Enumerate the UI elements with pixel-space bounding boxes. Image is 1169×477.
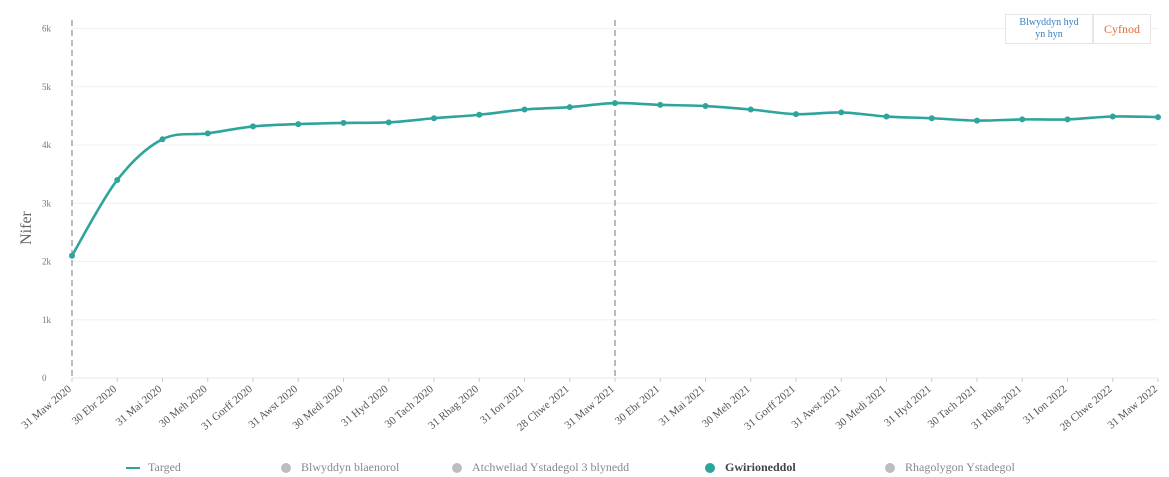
data-point bbox=[295, 121, 302, 128]
data-point bbox=[838, 109, 845, 116]
data-point bbox=[612, 100, 618, 107]
legend-line-icon bbox=[126, 466, 140, 469]
y-axis-title: Nifer bbox=[18, 210, 35, 244]
year-to-date-toggle[interactable]: Blwyddyn hyd yn hyn bbox=[1005, 14, 1093, 44]
x-tick-label: 30 Ebr 2021 bbox=[613, 383, 662, 427]
period-toggle[interactable]: Cyfnod bbox=[1093, 14, 1151, 44]
x-tick-label: 31 Maw 2022 bbox=[1105, 383, 1160, 431]
legend-dot-icon bbox=[705, 462, 715, 473]
data-point bbox=[657, 101, 664, 108]
legend-label: Gwirioneddol bbox=[725, 460, 796, 474]
data-point bbox=[250, 123, 256, 130]
x-tick-label: 30 Ebr 2020 bbox=[70, 383, 120, 427]
data-point bbox=[1019, 116, 1026, 123]
legend-dot-icon bbox=[452, 462, 462, 473]
y-tick-label: 6k bbox=[42, 24, 52, 34]
data-point bbox=[159, 136, 166, 143]
data-point bbox=[204, 130, 211, 137]
data-point bbox=[566, 104, 573, 111]
data-point bbox=[385, 119, 392, 126]
data-point bbox=[702, 103, 709, 110]
data-point bbox=[340, 119, 347, 126]
data-point bbox=[928, 115, 935, 122]
legend-dot-icon bbox=[885, 462, 895, 473]
chart-legend: Targed Blwyddyn blaenorol Atchweliad Yst… bbox=[0, 460, 1169, 476]
data-point bbox=[974, 117, 980, 124]
data-point bbox=[747, 106, 754, 113]
data-point bbox=[476, 111, 483, 118]
legend-item-forecast[interactable]: Rhagolygon Ystadegol bbox=[885, 460, 1015, 475]
legend-label: Blwyddyn blaenorol bbox=[301, 460, 400, 474]
y-tick-label: 4k bbox=[42, 140, 52, 150]
x-tick-label: 31 Maw 2020 bbox=[19, 383, 74, 432]
data-point bbox=[114, 176, 121, 183]
data-point bbox=[1109, 113, 1116, 120]
legend-item-previous-year[interactable]: Blwyddyn blaenorol bbox=[281, 460, 399, 475]
y-axis-ticks: 0 1k 2k 3k 4k 5k 6k bbox=[42, 24, 52, 383]
x-tick-label: 30 Medi 2020 bbox=[290, 383, 345, 432]
legend-dot-icon bbox=[281, 462, 291, 473]
legend-label: Atchweliad Ystadegol 3 blynedd bbox=[472, 460, 630, 474]
legend-label: Targed bbox=[148, 460, 181, 474]
legend-item-actual[interactable]: Gwirioneddol bbox=[705, 460, 796, 475]
data-point bbox=[1064, 116, 1071, 123]
data-point bbox=[793, 111, 799, 118]
y-tick-label: 1k bbox=[42, 315, 52, 325]
x-tick-label: 31 Rhag 2020 bbox=[426, 383, 481, 432]
year-to-date-label: Blwyddyn hyd yn hyn bbox=[1019, 17, 1079, 40]
x-tick-label: 31 Rhag 2021 bbox=[969, 383, 1024, 432]
y-tick-label: 3k bbox=[42, 198, 52, 208]
data-point bbox=[431, 115, 437, 122]
legend-item-regression[interactable]: Atchweliad Ystadegol 3 blynedd bbox=[452, 460, 629, 475]
y-tick-label: 0 bbox=[42, 373, 47, 383]
x-tick-label: 30 Medi 2021 bbox=[833, 383, 888, 432]
data-point bbox=[883, 113, 890, 120]
data-point bbox=[1155, 114, 1161, 121]
vertical-markers bbox=[71, 20, 616, 378]
data-point bbox=[69, 252, 75, 259]
legend-item-target[interactable]: Targed bbox=[126, 460, 181, 475]
series-layer bbox=[69, 100, 1161, 259]
x-tick-label: 31 Maw 2021 bbox=[562, 383, 617, 431]
legend-label: Rhagolygon Ystadegol bbox=[905, 460, 1015, 474]
y-tick-label: 5k bbox=[42, 82, 52, 92]
period-label: Cyfnod bbox=[1104, 22, 1140, 36]
data-point bbox=[521, 106, 528, 113]
y-tick-label: 2k bbox=[42, 257, 52, 267]
